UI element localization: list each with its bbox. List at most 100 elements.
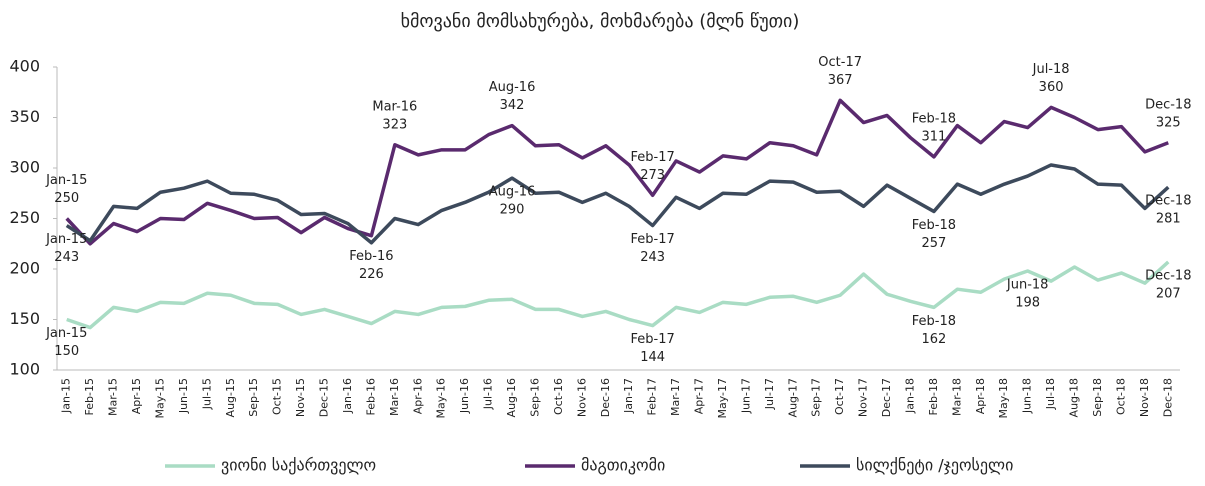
legend-label: მაგთიკომი [581,456,665,475]
annotation-date: Dec-18 [1145,97,1191,112]
annotation-date: Jun-18 [1006,278,1049,293]
annotation-date: Feb-18 [912,218,956,233]
annotation-date: Feb-17 [631,332,675,347]
annotation-value: 150 [54,344,79,359]
x-tick-label: Jan-15 [60,378,73,414]
x-tick-label: Jun-18 [1021,378,1034,414]
x-tick-label: Jun-17 [739,378,752,414]
x-tick-label: Aug-18 [1068,378,1081,417]
annotation-value: 323 [382,117,407,132]
y-tick-label: 250 [9,208,40,227]
annotation-date: Aug-16 [489,185,536,200]
x-tick-label: Aug-17 [786,378,799,417]
annotation-date: Mar-16 [372,99,417,114]
x-tick-label: Apr-16 [411,378,424,414]
x-tick-label: Oct-15 [271,378,284,415]
x-tick-label: May-18 [997,378,1010,419]
y-tick-label: 150 [9,309,40,328]
annotation-value: 290 [500,203,525,218]
x-tick-label: May-17 [716,378,729,419]
annotation-date: Jul-18 [1032,62,1070,77]
x-tick-label: Aug-16 [505,378,518,417]
line-series [65,98,1169,246]
x-tick-label: Mar-17 [669,378,682,416]
annotation-value: 144 [640,350,665,365]
y-tick-label: 200 [9,259,40,278]
x-tick-label: Mar-15 [107,378,120,416]
annotation-value: 273 [640,168,665,183]
y-tick-label: 300 [9,158,40,177]
annotation-date: Jan-15 [45,232,87,247]
x-tick-label: Jul-16 [482,378,495,410]
annotation-date: Dec-18 [1145,194,1191,209]
annotation-date: Feb-18 [912,314,956,329]
x-tick-label: Jun-16 [458,378,471,414]
y-tick-label: 350 [9,107,40,126]
annotation-date: Feb-16 [349,249,393,264]
line-series [65,163,1170,245]
annotation-value: 243 [54,250,79,265]
x-tick-label: Feb-16 [364,378,377,415]
x-tick-label: Sep-17 [810,378,823,417]
x-tick-label: Sep-16 [528,378,541,417]
x-tick-label: Oct-18 [1114,378,1127,415]
legend-label: ვიონი საქართველო [221,456,376,475]
x-tick-label: Apr-17 [693,378,706,414]
annotation-value: 342 [500,98,525,113]
x-tick-label: May-15 [153,378,166,419]
y-tick-label: 100 [9,360,40,379]
annotation-value: 360 [1039,80,1064,95]
x-tick-label: Nov-18 [1138,378,1151,417]
x-tick-label: Sep-18 [1091,378,1104,417]
annotation-value: 226 [359,267,384,282]
x-tick-label: Feb-17 [646,378,659,415]
annotation-value: 243 [640,250,665,265]
x-tick-label: Jul-18 [1044,378,1057,410]
annotation-value: 162 [921,332,946,347]
y-tick-label: 400 [9,57,40,76]
x-tick-label: Nov-16 [575,378,588,417]
line-series [66,260,1170,330]
x-tick-label: Oct-16 [552,378,565,415]
annotation-date: Oct-17 [818,55,862,70]
x-tick-label: Jul-17 [763,378,776,410]
x-tick-label: Dec-17 [880,378,893,417]
x-tick-label: Jan-16 [341,378,354,414]
x-tick-label: May-16 [435,378,448,419]
annotation-value: 207 [1156,286,1181,301]
x-tick-label: Jan-18 [903,378,916,414]
x-tick-label: Feb-15 [83,378,96,415]
annotation-date: Feb-18 [912,111,956,126]
x-tick-label: Jan-17 [622,378,635,414]
annotation-date: Jan-15 [45,326,87,341]
x-tick-label: Nov-15 [294,378,307,417]
annotation-value: 250 [54,191,79,206]
x-tick-label: Nov-17 [857,378,870,417]
annotation-value: 281 [1156,212,1181,227]
x-tick-label: Dec-16 [599,378,612,417]
x-tick-label: Dec-18 [1161,378,1174,417]
x-tick-label: Mar-16 [388,378,401,416]
legend-label: სილქნეტი /ჯეოსელი [856,456,1013,475]
x-tick-label: Mar-18 [950,378,963,416]
annotation-value: 325 [1156,115,1181,130]
x-tick-label: Dec-15 [318,378,331,417]
annotation-value: 257 [921,236,946,251]
x-tick-label: Oct-17 [833,378,846,415]
annotation-date: Dec-18 [1145,268,1191,283]
x-tick-label: Feb-18 [927,378,940,415]
annotation-date: Jan-15 [45,173,87,188]
chart-title: ხმოვანი მომსახურება, მოხმარება (მლნ წუთი… [401,11,800,32]
annotation-date: Aug-16 [489,80,536,95]
annotation-value: 367 [828,73,853,88]
x-tick-label: Jun-15 [177,378,190,414]
x-tick-label: Apr-15 [130,378,143,414]
x-tick-label: Jul-15 [200,378,213,410]
x-tick-label: Apr-18 [974,378,987,414]
x-tick-label: Aug-15 [224,378,237,417]
annotation-date: Feb-17 [631,232,675,247]
x-tick-label: Sep-15 [247,378,260,417]
annotation-value: 311 [921,129,946,144]
annotation-value: 198 [1015,296,1040,311]
